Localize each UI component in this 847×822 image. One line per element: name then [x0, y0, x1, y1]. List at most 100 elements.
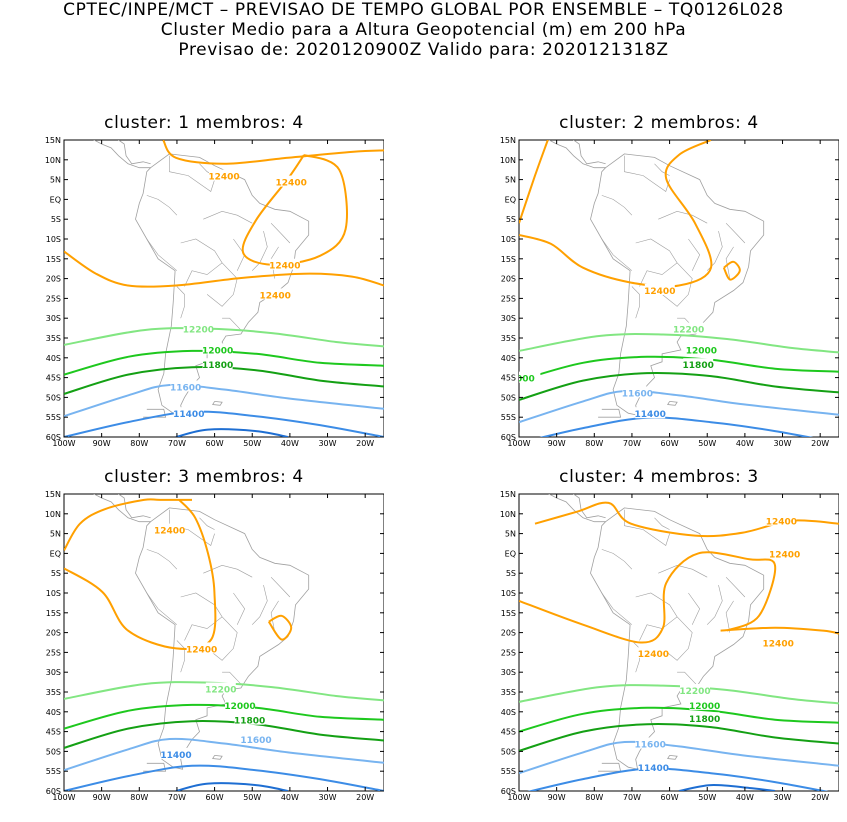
- lat-label: 25S: [501, 648, 516, 657]
- contour-12400: [64, 499, 217, 650]
- country-border: [601, 592, 633, 625]
- lat-label: 15S: [46, 255, 61, 264]
- header-line-2: Cluster Medio para a Altura Geopotencial…: [160, 20, 687, 40]
- contour-label: 12400: [763, 640, 794, 650]
- lon-label: 90W: [93, 793, 111, 802]
- lat-label: 45S: [46, 374, 61, 383]
- contour-label: 12400: [208, 173, 239, 183]
- lat-label: EQ: [505, 549, 516, 558]
- country-border: [180, 238, 223, 287]
- contour-11200: [175, 782, 289, 791]
- contour-label-bg: [686, 343, 717, 355]
- lat-label: 15S: [501, 609, 516, 618]
- lat-label: 25S: [501, 294, 516, 303]
- lat-label: 15N: [45, 136, 61, 145]
- lat-label: 10S: [501, 235, 516, 244]
- country-border: [654, 163, 670, 176]
- country-border: [203, 564, 253, 578]
- country-border: [677, 671, 697, 685]
- country-border: [635, 238, 678, 287]
- contour-12200: [519, 333, 839, 354]
- lat-label: 60S: [501, 787, 516, 796]
- lat-label: EQ: [50, 195, 61, 204]
- contour-label: 000: [516, 375, 535, 385]
- lon-label: 50W: [698, 793, 716, 802]
- contour-label: 12400: [769, 550, 800, 560]
- island-coast: [186, 481, 193, 483]
- map-cluster-2: 12400 12200 12000 11800 000 11600 11400 15N 10N 5…: [500, 136, 839, 448]
- contour-label-bg: [260, 288, 291, 300]
- contour-label-bg: [202, 343, 233, 355]
- lat-label: 40S: [46, 354, 61, 363]
- contour-11800: [519, 722, 839, 752]
- contour-12400: [64, 498, 192, 551]
- country-border: [725, 600, 734, 633]
- contour-label-bg: [766, 514, 797, 526]
- contour-label: 12400: [276, 179, 307, 189]
- lon-label: 20W: [356, 439, 374, 448]
- contour-12400: [162, 140, 384, 165]
- contour-label-bg: [202, 358, 233, 370]
- contour-12400: [519, 551, 777, 644]
- country-border: [169, 155, 215, 192]
- lon-label: 50W: [698, 439, 716, 448]
- contour-12000: [519, 355, 839, 382]
- lat-label: 10N: [45, 156, 61, 165]
- country-border: [203, 210, 253, 224]
- country-border: [206, 616, 238, 661]
- lon-label: 40W: [281, 793, 299, 802]
- contour-12000: [519, 706, 839, 733]
- lon-label: 60W: [206, 439, 224, 448]
- contour-label-bg: [161, 747, 191, 759]
- map-frame: [63, 139, 384, 438]
- contour-label: 11800: [683, 361, 714, 371]
- country-border: [661, 616, 693, 661]
- panel-title: cluster: 2 membros: 4: [559, 113, 759, 133]
- lat-label: 50S: [501, 747, 516, 756]
- contour-label-bg: [276, 175, 307, 187]
- contour-12400: [722, 260, 741, 281]
- contour-label: 11600: [622, 389, 653, 399]
- country-border: [180, 592, 223, 641]
- island-coast: [641, 481, 648, 483]
- lat-label: 50S: [501, 393, 516, 402]
- lat-label: 55S: [46, 767, 61, 776]
- island-coast: [667, 755, 678, 760]
- contour-label-bg: [635, 737, 666, 749]
- lon-label: 90W: [548, 439, 566, 448]
- lon-label: 80W: [130, 793, 148, 802]
- lat-label: 50S: [46, 747, 61, 756]
- country-border: [658, 564, 708, 578]
- contour-12400: [64, 250, 384, 288]
- contour-label: 12000: [689, 702, 720, 712]
- contour-11600: [64, 383, 384, 418]
- contour-label-bg: [173, 407, 204, 419]
- contour-label: 11400: [638, 764, 669, 774]
- lat-label: 15S: [46, 609, 61, 618]
- lat-label: 25S: [46, 648, 61, 657]
- lon-label: 50W: [243, 793, 261, 802]
- contour-11400: [64, 764, 384, 791]
- lon-label: 80W: [130, 439, 148, 448]
- central-america-coast: [117, 140, 151, 165]
- island-coast: [169, 121, 180, 127]
- lon-label: 30W: [318, 439, 336, 448]
- lat-label: 40S: [501, 708, 516, 717]
- country-border: [601, 195, 633, 216]
- contour-label: 11400: [160, 751, 191, 761]
- contour-label-bg: [154, 523, 185, 535]
- central-america-coast: [572, 494, 606, 519]
- panel-cluster-2: cluster: 2 membros: 4 12400 12200 12000 118…: [479, 113, 839, 468]
- country-border: [270, 600, 279, 633]
- lat-label: 35S: [46, 688, 61, 697]
- lon-label: 80W: [585, 793, 603, 802]
- lon-label: 30W: [773, 793, 791, 802]
- contour-label-bg: [680, 684, 710, 695]
- contour-label-bg: [170, 380, 201, 392]
- contour-label-bg: [689, 698, 720, 710]
- header-line-3: Previsao de: 2020120900Z Valido para: 20…: [178, 40, 669, 60]
- country-border: [601, 549, 633, 570]
- island-coast: [598, 762, 622, 772]
- contour-label: 12400: [644, 287, 675, 297]
- lat-label: 30S: [46, 668, 61, 677]
